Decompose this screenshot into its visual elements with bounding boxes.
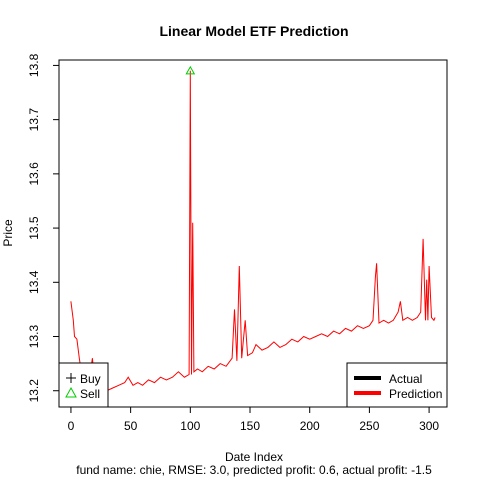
series-line-prediction [70, 70, 436, 392]
legend-actual-label: Actual [389, 372, 422, 386]
y-tick-label: 13.7 [27, 108, 41, 132]
x-tick-label: 250 [359, 419, 379, 433]
x-tick-label: 150 [240, 419, 260, 433]
y-tick-label: 13.3 [27, 325, 41, 349]
legend-sell-label: Sell [80, 387, 100, 401]
chart-subtitle: fund name: chie, RMSE: 3.0, predicted pr… [76, 463, 432, 477]
series-legend: Actual Prediction [346, 362, 448, 408]
x-tick-label: 100 [180, 419, 200, 433]
buy-plus-icon [66, 373, 76, 383]
y-tick-label: 13.6 [27, 162, 41, 186]
x-tick-label: 200 [300, 419, 320, 433]
sell-marker [185, 65, 196, 75]
x-tick-label: 0 [68, 419, 75, 433]
legend-prediction-label: Prediction [389, 387, 442, 401]
trade-legend: Buy Sell [58, 362, 109, 408]
sell-triangle-icon [65, 386, 77, 398]
x-tick-label: 300 [419, 419, 439, 433]
legend-buy-label: Buy [80, 372, 101, 386]
series-layer [70, 70, 436, 392]
y-tick-label: 13.5 [27, 216, 41, 240]
plot-area [58, 59, 448, 408]
x-axis: 0 50 100 150 200 250 300 [68, 406, 439, 433]
y-tick-label: 13.8 [27, 53, 41, 77]
trade-legend-box [58, 362, 109, 408]
series-legend-box [346, 362, 448, 408]
y-tick-label: 13.4 [27, 270, 41, 294]
x-tick-label: 50 [124, 419, 138, 433]
chart-title: Linear Model ETF Prediction [159, 23, 348, 39]
y-axis: 13.2 13.3 13.4 13.5 13.6 13.7 13.8 [27, 53, 60, 403]
y-tick-label: 13.2 [27, 379, 41, 403]
marker-layer [185, 65, 196, 75]
x-axis-label: Date Index [225, 450, 283, 464]
y-axis-label: Price [1, 219, 15, 247]
